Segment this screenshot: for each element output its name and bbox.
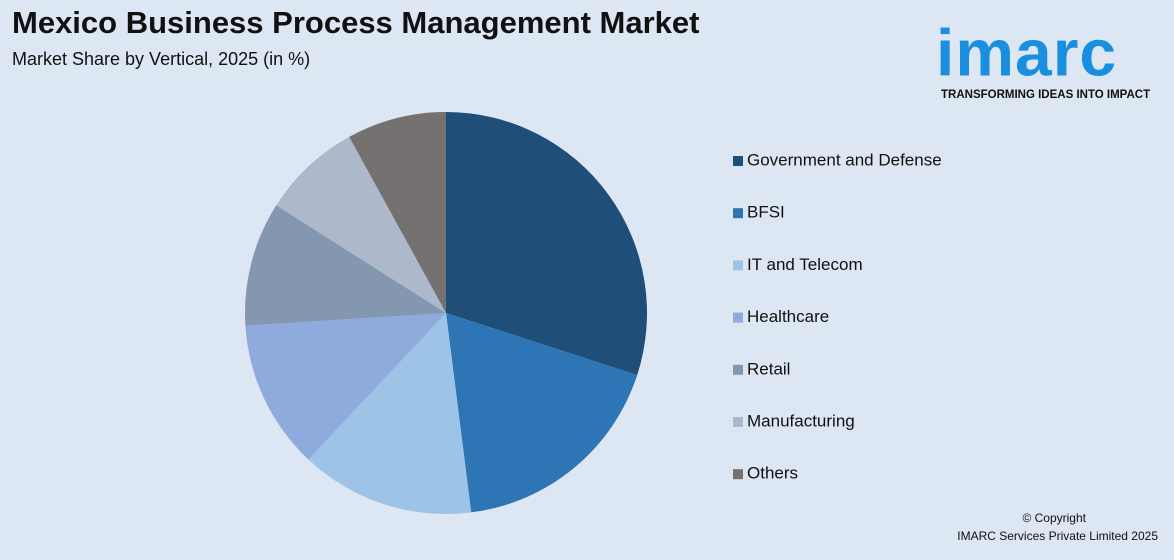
legend-swatch — [733, 208, 743, 219]
legend-swatch — [733, 312, 743, 323]
legend-swatch — [733, 260, 743, 271]
legend-label: BFSI — [747, 203, 785, 222]
chart-title: Mexico Business Process Management Marke… — [12, 5, 699, 40]
pie-slice — [276, 136, 446, 313]
legend-label: Manufacturing — [747, 411, 855, 430]
pie-slice — [308, 313, 472, 514]
legend-label: Healthcare — [747, 307, 829, 326]
logo-name: imarc — [936, 15, 1117, 89]
pie-slice — [245, 205, 446, 326]
legend-swatch — [733, 469, 743, 480]
pie-slice — [446, 313, 638, 513]
pie-slice — [349, 112, 446, 313]
legend: Government and Defense BFSI IT and Telecom… — [733, 150, 942, 483]
legend-label: IT and Telecom — [747, 255, 863, 274]
copyright: © Copyright — [1022, 511, 1086, 525]
logo-tagline: TRANSFORMING IDEAS INTO IMPACT — [941, 89, 1150, 101]
legend-label: Others — [747, 464, 798, 483]
legend-swatch — [733, 156, 743, 166]
chart-subtitle: Market Share by Vertical, 2025 (in %) — [12, 49, 310, 69]
legend-label: Retail — [747, 359, 790, 378]
legend-swatch — [733, 364, 743, 375]
company: IMARC Services Private Limited 2025 — [957, 529, 1158, 543]
pie-slice — [245, 313, 446, 460]
pie-slice — [446, 112, 647, 376]
legend-label: Government and Defense — [747, 150, 942, 169]
legend-swatch — [733, 417, 743, 427]
pie — [245, 112, 647, 514]
